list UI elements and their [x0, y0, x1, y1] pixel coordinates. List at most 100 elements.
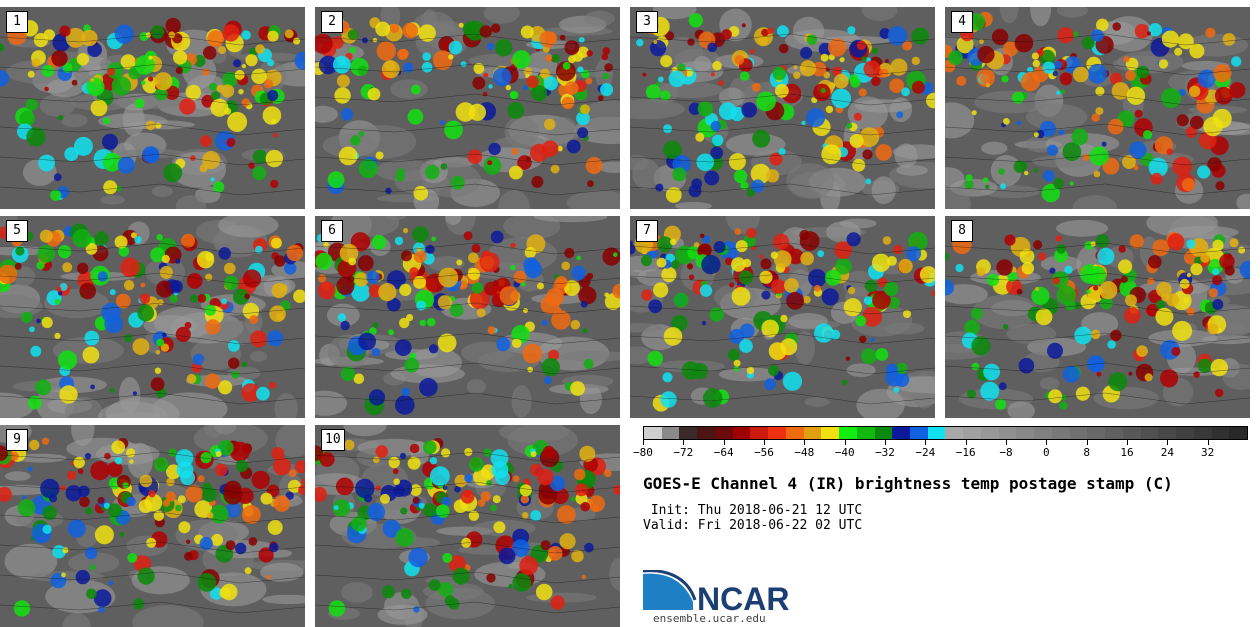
colorbar-tick-label: −32 — [875, 446, 895, 459]
satellite-imagery — [0, 17, 305, 209]
satellite-imagery — [315, 7, 620, 209]
colorbar-tick — [804, 440, 806, 445]
panel-label: 9 — [6, 429, 28, 451]
colorbar-segment — [998, 427, 1017, 439]
colorbar-tick — [1046, 440, 1048, 445]
colorbar-segment — [714, 427, 733, 439]
colorbar-segment — [1087, 427, 1106, 439]
colorbar-tick-label: −56 — [754, 446, 774, 459]
colorbar-segment — [1193, 427, 1212, 439]
colorbar-tick — [965, 440, 967, 445]
valid-time: Valid: Fri 2018-06-22 02 UTC — [643, 518, 863, 533]
colorbar-segment — [1140, 427, 1159, 439]
colorbar-segment — [1105, 427, 1123, 439]
panel-label: 5 — [6, 220, 28, 242]
satellite-imagery — [945, 216, 1250, 418]
panel-label: 7 — [636, 220, 658, 242]
satellite-imagery — [315, 216, 620, 418]
colorbar-segment — [1122, 427, 1141, 439]
colorbar-segment — [768, 427, 786, 439]
colorbar-segment — [910, 427, 928, 439]
colorbar-tick — [1167, 440, 1169, 445]
panel-label: 1 — [6, 11, 28, 33]
satellite-imagery — [0, 216, 305, 418]
colorbar — [643, 426, 1248, 440]
colorbar-tick-label: −8 — [999, 446, 1013, 459]
colorbar-segment — [963, 427, 981, 439]
colorbar-tick-label: 0 — [1043, 446, 1050, 459]
colorbar-tick-label: −64 — [713, 446, 734, 459]
logo-swoosh-icon — [643, 573, 693, 610]
colorbar-segment — [697, 427, 715, 439]
colorbar-tick-label: 16 — [1120, 446, 1134, 459]
satellite-imagery — [315, 425, 620, 627]
colorbar-tick — [885, 440, 886, 445]
panel-label: 10 — [321, 429, 345, 451]
colorbar-tick-label: −40 — [834, 446, 855, 459]
map-panel-9: 9 — [0, 425, 305, 627]
colorbar-tick — [1127, 440, 1128, 445]
figure-title: GOES-E Channel 4 (IR) brightness temp po… — [643, 474, 1173, 493]
colorbar-segment — [1069, 427, 1088, 439]
satellite-imagery — [0, 425, 305, 627]
colorbar-tick — [683, 440, 685, 445]
colorbar-tick-label: −80 — [633, 446, 653, 459]
colorbar-segment — [1034, 427, 1052, 439]
panel-label: 4 — [951, 11, 973, 33]
colorbar-segment — [927, 427, 946, 439]
init-time: Init: Thu 2018-06-21 12 UTC — [643, 503, 863, 518]
colorbar-segment — [750, 427, 769, 439]
colorbar-segment — [856, 427, 875, 439]
map-panel-10: 10 — [315, 425, 620, 627]
colorbar-tick — [1086, 440, 1088, 445]
svg-text:NCAR: NCAR — [697, 581, 789, 614]
ncar-logo: NCAR — [643, 570, 789, 614]
map-panel-7: 7 — [630, 216, 935, 418]
colorbar-tick — [764, 440, 765, 445]
colorbar-tick-label: −48 — [794, 446, 815, 459]
colorbar-segment — [1176, 427, 1194, 439]
map-panel-4: 4 — [945, 7, 1250, 209]
colorbar-tick — [643, 440, 644, 445]
colorbar-segment — [892, 427, 911, 439]
colorbar-segment — [874, 427, 893, 439]
colorbar-tick — [723, 440, 725, 445]
colorbar-segment — [1229, 427, 1247, 439]
colorbar-tick-label: −24 — [915, 446, 936, 459]
colorbar-segment — [945, 427, 964, 439]
colorbar-segment — [644, 427, 662, 439]
colorbar-segment — [1211, 427, 1230, 439]
colorbar-segment — [980, 427, 999, 439]
colorbar-tick-label: 32 — [1201, 446, 1215, 459]
colorbar-tick — [844, 440, 846, 445]
colorbar-segment — [821, 427, 840, 439]
map-panel-8: 8 — [945, 216, 1250, 418]
satellite-imagery — [945, 7, 1250, 209]
map-panel-3: 3 — [630, 7, 935, 209]
map-panel-2: 2 — [315, 7, 620, 209]
colorbar-tick — [1006, 440, 1007, 445]
colorbar-tick-label: 8 — [1083, 446, 1090, 459]
colorbar-tick-label: −16 — [955, 446, 976, 459]
colorbar-segment — [1051, 427, 1070, 439]
colorbar-segment — [839, 427, 857, 439]
colorbar-segment — [732, 427, 751, 439]
colorbar-segment — [679, 427, 698, 439]
colorbar-ticks: −80 −72 −64 −56 −48 −40 −32 −24 −16 −8 0 8 16 24 32 — [633, 440, 1248, 460]
colorbar-segment — [803, 427, 822, 439]
panel-label: 6 — [321, 220, 343, 242]
colorbar-tick — [925, 440, 927, 445]
map-panel-6: 6 — [315, 216, 620, 418]
satellite-imagery — [630, 7, 935, 209]
colorbar-segment — [1016, 427, 1035, 439]
colorbar-segment — [1158, 427, 1177, 439]
panel-label: 3 — [636, 11, 658, 33]
logo-url: ensemble.ucar.edu — [653, 612, 766, 625]
map-panel-5: 5 — [0, 216, 305, 418]
colorbar-tick — [1207, 440, 1209, 445]
panel-label: 8 — [951, 220, 973, 242]
map-panel-1: 1 — [0, 7, 305, 209]
colorbar-tick-label: −72 — [673, 446, 694, 459]
panel-label: 2 — [321, 11, 343, 33]
colorbar-segment — [661, 427, 680, 439]
